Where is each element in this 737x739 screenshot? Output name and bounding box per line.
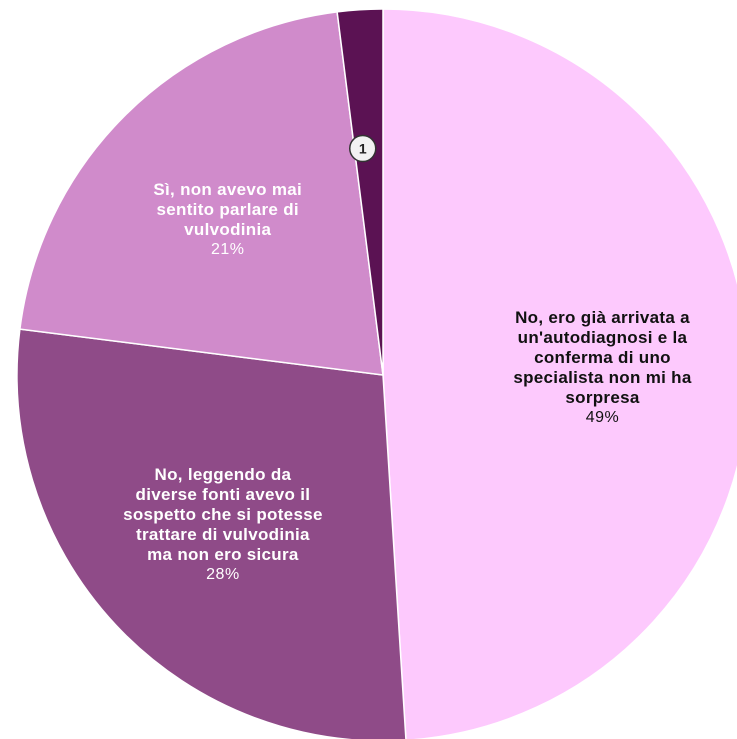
category-label: Sì, non avevo mai sentito parlare di vul… xyxy=(153,179,303,239)
slice-label: Sì, non avevo mai sentito parlare di vul… xyxy=(153,179,303,258)
pie-slice xyxy=(16,328,407,739)
value-label: 21% xyxy=(210,240,245,258)
annotation: 1 xyxy=(359,141,367,157)
pie-slice xyxy=(382,8,737,739)
annotation-badge xyxy=(349,134,377,163)
value-label: 49% xyxy=(585,409,620,427)
value-label: 28% xyxy=(206,566,240,584)
slice-label: No, ero già arrivata a un'autodiagnosi e… xyxy=(513,308,692,427)
category-label: No, ero già arrivata a un'autodiagnosi e… xyxy=(513,308,692,408)
category-label: No, leggendo da diverse fonti avevo il s… xyxy=(123,465,323,565)
pie-slice xyxy=(19,11,384,376)
slice-label: No, leggendo da diverse fonti avevo il s… xyxy=(123,465,323,584)
pie-slice xyxy=(336,8,384,376)
